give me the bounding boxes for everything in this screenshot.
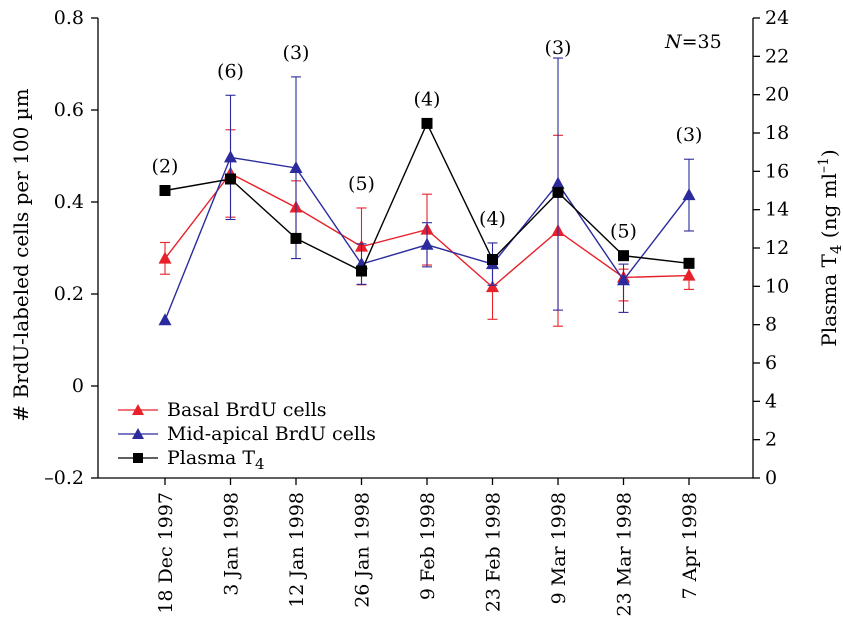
left-tick-label: 0.6 [54, 99, 84, 121]
legend-label-basal: Basal BrdU cells [167, 399, 327, 421]
legend: Basal BrdU cells Mid-apical BrdU cells P… [118, 399, 376, 473]
sample-size-label: (3) [676, 124, 703, 146]
data-point [552, 186, 564, 198]
right-tick-label: 20 [765, 84, 789, 106]
data-point [682, 188, 696, 201]
left-axis-ticks: –0.2 0 0.2 0.4 0.6 0.8 [44, 7, 98, 489]
total-n-suffix: =35 [682, 31, 722, 53]
y2-axis-title-unit-sup: –1 [816, 157, 832, 173]
x-category-label: 18 Dec 1997 [155, 492, 177, 614]
right-tick-label: 6 [765, 352, 777, 374]
sample-size-label: (4) [414, 88, 441, 110]
data-point [683, 257, 695, 269]
legend-label-midapical: Mid-apical BrdU cells [167, 423, 376, 445]
right-tick-label: 14 [765, 199, 789, 221]
data-point [421, 117, 433, 129]
sample-size-label: (3) [545, 37, 572, 59]
left-tick-label: 0 [72, 375, 84, 397]
series-1 [158, 57, 696, 326]
left-tick-label: 0.4 [54, 191, 84, 213]
data-point [224, 150, 237, 163]
legend-label-plasma-sub: 4 [255, 455, 265, 473]
sample-size-label: (4) [479, 208, 506, 230]
sample-size-labels: (2) (6) (3) (5) (4) (4) (3) (5) (3) [152, 37, 703, 243]
x-category-label: 7 Apr 1998 [679, 492, 701, 600]
legend-label-plasma: Plasma T4 [167, 447, 265, 473]
x-category-label: 23 Feb 1998 [483, 492, 505, 612]
data-point [290, 232, 302, 244]
right-tick-label: 0 [765, 467, 777, 489]
data-point [158, 313, 172, 326]
legend-marker-plasma [133, 453, 143, 463]
x-category-label: 26 Jan 1998 [352, 492, 374, 608]
right-tick-label: 10 [765, 275, 789, 297]
data-point [618, 250, 629, 262]
x-category-label: 23 Mar 1998 [614, 492, 636, 616]
x-category-label: 9 Feb 1998 [417, 492, 439, 600]
series-layer [158, 57, 696, 327]
left-tick-label: 0.2 [54, 283, 84, 305]
left-tick-label: –0.2 [44, 467, 84, 489]
data-point [486, 280, 499, 293]
y2-axis-title-unit-close: ) [817, 149, 841, 157]
data-point [158, 251, 172, 264]
sample-size-label: (2) [152, 156, 179, 178]
legend-marker-midapical [132, 428, 144, 439]
series-2 [159, 117, 695, 277]
data-point [551, 176, 565, 189]
y-axis-title: # BrdU-labeled cells per 100 µm [9, 88, 33, 421]
data-point [487, 254, 498, 265]
y2-axis-title-unit: (ng ml [817, 173, 841, 245]
data-point [356, 265, 367, 277]
data-point [420, 237, 434, 250]
legend-label-plasma-main: Plasma T [167, 447, 255, 469]
right-tick-label: 22 [765, 45, 789, 67]
right-tick-label: 24 [765, 7, 789, 29]
y2-axis-title: Plasma T4 (ng ml–1) [816, 149, 843, 346]
right-tick-label: 4 [765, 390, 777, 412]
x-category-label: 9 Mar 1998 [548, 492, 570, 604]
sample-size-label: (5) [610, 221, 637, 243]
x-category-label: 3 Jan 1998 [221, 492, 243, 596]
y2-axis-title-main: Plasma T [817, 253, 841, 346]
data-point [159, 185, 171, 196]
y2-axis-title-sub: 4 [827, 245, 843, 255]
right-tick-label: 2 [765, 429, 777, 451]
data-point [617, 273, 630, 286]
data-point [682, 268, 696, 281]
right-tick-label: 8 [765, 314, 777, 336]
left-tick-label: 0.8 [54, 7, 84, 29]
right-tick-label: 18 [765, 122, 789, 144]
sample-size-label: (6) [217, 60, 244, 82]
x-axis-categories: 18 Dec 1997 3 Jan 1998 12 Jan 1998 26 Jan 1… [155, 478, 701, 616]
sample-size-label: (5) [348, 173, 375, 195]
data-point [289, 160, 303, 173]
total-n-annotation: N=35 [664, 31, 722, 53]
right-tick-label: 12 [765, 237, 789, 259]
data-point [225, 173, 236, 185]
total-n-prefix: N [664, 31, 683, 53]
sample-size-label: (3) [283, 42, 310, 64]
legend-marker-basal [132, 404, 144, 415]
x-category-label: 12 Jan 1998 [286, 492, 308, 608]
right-tick-label: 16 [765, 160, 789, 182]
